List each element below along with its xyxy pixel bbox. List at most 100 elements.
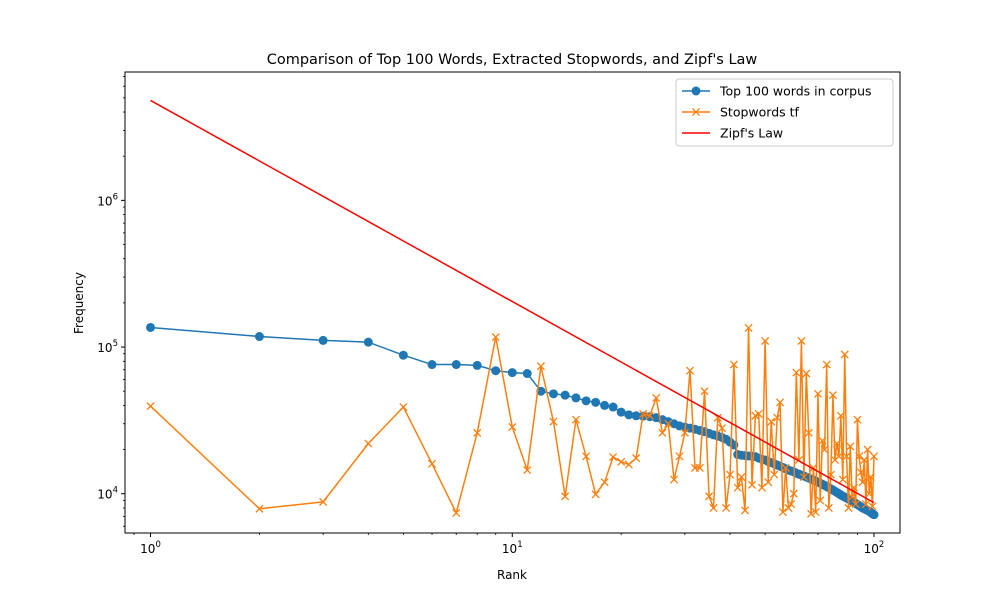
data-point (582, 452, 591, 461)
data-point (645, 411, 654, 420)
data-point (658, 428, 667, 437)
data-point (824, 503, 833, 513)
data-point-stroke (856, 468, 865, 477)
data-point-stroke (770, 470, 779, 479)
data-point (616, 407, 626, 417)
data-point (770, 470, 779, 479)
data-point (822, 360, 831, 369)
data-point (747, 480, 757, 489)
x-axis-label: Rank (497, 568, 527, 582)
data-point (639, 409, 648, 418)
data-point (860, 455, 869, 464)
data-point (853, 415, 862, 424)
data-point-stroke (784, 503, 793, 513)
data-point (146, 322, 156, 332)
data-point-stroke (364, 439, 373, 448)
data-point-stroke (799, 472, 808, 482)
data-point-stroke (813, 389, 823, 398)
data-point-stroke (319, 497, 328, 506)
data-point (842, 452, 851, 461)
data-point (802, 369, 811, 378)
data-point-stroke (761, 336, 770, 346)
data-point (600, 478, 609, 487)
data-point (869, 510, 879, 520)
data-point-stroke (865, 489, 874, 498)
data-point (473, 428, 482, 437)
legend: Top 100 words in corpus Stopwords tf Zipf'… (675, 78, 894, 147)
data-point-stroke (778, 508, 787, 517)
data-point (740, 506, 750, 515)
data-point (764, 478, 773, 487)
data-point (255, 504, 264, 513)
data-point-stroke (744, 323, 753, 332)
series-2 (150, 99, 875, 504)
data-point-stroke (491, 332, 500, 342)
legend-label: Top 100 words in corpus (719, 84, 872, 99)
data-point-stroke (717, 424, 727, 433)
data-point (685, 366, 695, 375)
data-point (364, 439, 373, 448)
x-tick-label: 102 (864, 540, 885, 556)
data-point (722, 503, 731, 513)
data-point-stroke (858, 478, 867, 487)
data-point-stroke (737, 472, 746, 482)
data-point (536, 362, 545, 371)
data-point (834, 452, 844, 461)
data-point (617, 457, 626, 466)
data-point (427, 360, 437, 370)
data-point-stroke (807, 509, 816, 518)
series-line (150, 327, 875, 515)
data-point (591, 490, 600, 499)
data-point-stroke (832, 439, 842, 448)
data-point-stroke (840, 350, 849, 359)
data-point-stroke (695, 463, 704, 472)
data-point-stroke (713, 413, 722, 422)
data-point (398, 350, 408, 360)
data-point (804, 428, 813, 437)
data-point-stroke (452, 508, 461, 517)
data-point (561, 492, 570, 501)
data-point (813, 389, 823, 398)
legend-marker (691, 107, 701, 117)
data-point (744, 323, 753, 332)
data-point (717, 424, 727, 433)
data-point (624, 460, 633, 469)
data-point (146, 402, 155, 411)
data-point (776, 398, 785, 407)
data-point (778, 508, 787, 517)
data-point-stroke (652, 393, 661, 402)
data-point (507, 368, 517, 378)
data-point-stroke (868, 502, 877, 511)
data-point-stroke (804, 428, 813, 437)
data-point-stroke (722, 503, 731, 513)
data-point-stroke (571, 415, 581, 424)
data-point (866, 472, 875, 482)
series-1 (146, 323, 879, 518)
data-point-stroke (822, 360, 831, 369)
data-point (787, 500, 796, 509)
x-tick-label: 100 (140, 540, 161, 556)
data-point-stroke (754, 409, 763, 418)
data-point (399, 402, 408, 412)
data-point (861, 500, 870, 509)
data-point-stroke (146, 402, 155, 411)
data-point-stroke (624, 460, 633, 469)
data-point-stroke (427, 459, 437, 468)
data-point-stroke (709, 503, 718, 513)
data-point (664, 419, 673, 428)
data-point (799, 472, 808, 482)
data-point-stroke (853, 415, 862, 424)
data-point-stroke (255, 504, 264, 513)
data-point (549, 417, 558, 426)
data-point (680, 428, 689, 437)
data-point-stroke (792, 368, 801, 377)
data-point (522, 369, 532, 379)
data-point (725, 470, 735, 479)
data-point (797, 336, 806, 346)
data-point (838, 475, 847, 484)
data-point (733, 483, 742, 492)
data-point (560, 390, 570, 400)
data-point-stroke (700, 387, 709, 396)
y-tick-label: 105 (97, 339, 118, 355)
